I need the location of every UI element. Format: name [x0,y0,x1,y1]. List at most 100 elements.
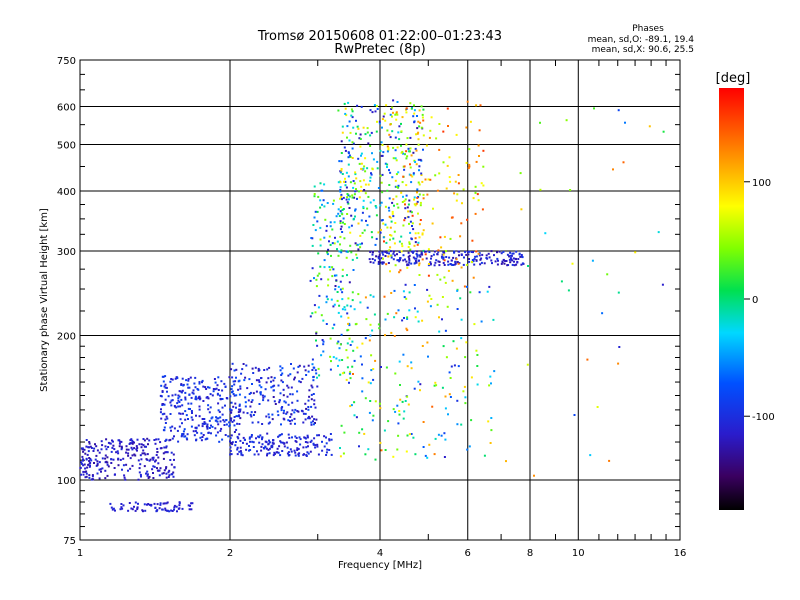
data-point [131,439,134,442]
data-point [230,409,233,412]
data-point [464,402,467,405]
data-point [318,272,321,275]
data-point [391,176,394,179]
data-point [172,475,175,478]
data-point [154,442,157,445]
data-point [239,439,242,442]
data-point [119,508,122,511]
data-point [445,250,447,253]
data-point [310,405,313,408]
data-point [515,250,518,253]
data-point [122,464,125,467]
data-point [401,116,404,119]
data-point [270,445,273,448]
data-point [406,206,409,209]
data-point [488,285,491,288]
data-point [456,399,459,402]
data-point [229,437,232,440]
data-point [397,171,400,174]
data-point [355,132,357,135]
data-point [421,180,424,183]
y-tick-label: 300 [57,247,76,258]
data-point [412,436,415,439]
data-point [174,405,177,408]
data-point [334,288,337,291]
data-point [242,436,245,439]
data-point [336,342,339,345]
data-point [357,127,360,130]
data-point [157,462,160,465]
data-point [433,453,436,456]
data-point [382,253,385,256]
data-point [211,394,214,397]
data-point [381,118,384,121]
data-point [268,439,270,442]
data-point [354,171,357,174]
data-point [160,447,163,450]
data-point [393,230,396,233]
data-point [464,396,467,399]
data-point [84,476,87,479]
data-point [322,319,325,322]
data-point [341,231,344,233]
data-point [359,243,362,246]
data-point [428,443,431,446]
data-point [170,429,172,432]
data-point [511,263,514,266]
data-point [445,256,448,258]
data-point [180,398,183,401]
data-point [399,257,402,259]
data-point [414,204,417,207]
data-point [258,384,261,387]
data-point [348,381,350,384]
data-point [312,423,315,426]
data-point [466,218,469,221]
data-point [370,131,373,134]
data-point [503,262,506,265]
data-point [88,460,91,462]
data-point [325,436,327,439]
data-point [316,385,319,388]
data-point [454,180,457,183]
data-point [80,462,83,465]
data-point [146,470,149,473]
data-point [348,139,351,142]
data-point [468,250,471,253]
data-point [215,416,218,419]
data-point [313,195,316,198]
data-point [416,200,419,203]
data-point [133,505,135,508]
data-point [307,364,310,367]
data-point [201,418,204,420]
data-point [306,434,309,437]
data-point [340,170,343,173]
data-point [257,421,260,424]
data-point [348,372,351,375]
data-point [215,387,218,390]
data-point [304,437,307,440]
data-point [323,236,326,239]
data-point [396,253,398,256]
data-point [244,376,247,379]
data-point [330,298,333,301]
data-point [455,199,458,202]
data-point [281,367,284,370]
data-point [370,173,373,176]
data-point [341,173,344,175]
data-point [167,395,170,398]
data-point [441,253,444,256]
data-point [249,449,252,451]
data-point [164,375,167,378]
data-point [163,412,166,415]
data-point [201,436,204,438]
data-point [438,264,441,267]
data-point [346,312,349,315]
data-point [407,147,410,150]
data-point [469,120,472,123]
data-point [427,178,430,181]
data-point [466,100,469,103]
data-point [512,257,515,260]
data-point [161,508,164,511]
data-point [414,260,417,262]
data-point [267,377,270,380]
